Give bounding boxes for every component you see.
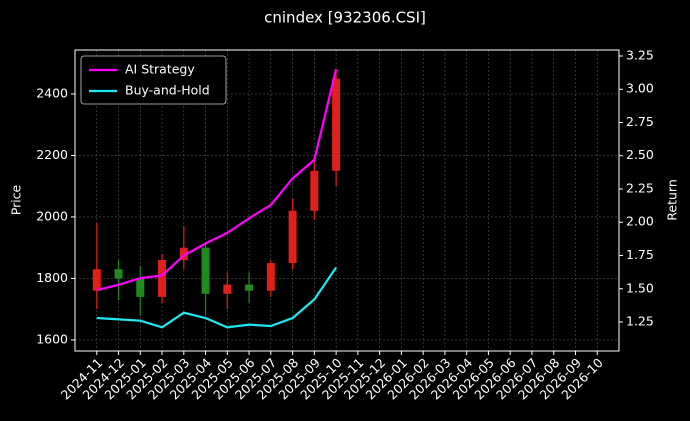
y-axis-label: Price [9, 184, 24, 215]
candle-body [179, 247, 188, 260]
candle-body [332, 78, 341, 171]
y2-tick-label: 2.50 [626, 147, 654, 162]
y2-axis-label: Return [665, 179, 680, 220]
plot-frame [74, 49, 620, 352]
legend-box [80, 55, 227, 105]
y-tick-label: 2200 [36, 147, 68, 162]
legend-label: AI Strategy [125, 62, 195, 77]
candle-body [266, 263, 275, 291]
y2-tick-label: 1.75 [626, 247, 654, 262]
candle-body [201, 247, 210, 294]
candle-body [158, 259, 167, 297]
y-tick-label: 1600 [36, 331, 68, 346]
y2-tick-label: 2.00 [626, 214, 654, 229]
return-line [96, 69, 338, 292]
candle-body [245, 284, 254, 291]
return-line [96, 266, 338, 329]
y2-tick-label: 1.25 [626, 314, 654, 329]
y2-tick-label: 2.75 [626, 114, 654, 129]
y2-tick-label: 3.00 [626, 81, 654, 96]
candle-body [223, 284, 232, 294]
y-tick-label: 2000 [36, 208, 68, 223]
candle-body [92, 269, 101, 291]
y2-tick-label: 1.50 [626, 280, 654, 295]
y2-tick-label: 2.25 [626, 180, 654, 195]
y2-tick-label: 3.25 [626, 47, 654, 62]
legend-label: Buy-and-Hold [125, 83, 210, 98]
y-tick-label: 1800 [36, 270, 68, 285]
y-tick-label: 2400 [36, 85, 68, 100]
candle-body [288, 210, 297, 264]
candle-body [114, 269, 123, 279]
chart-title: cnindex [932306.CSI] [264, 9, 426, 27]
candle-body [136, 278, 145, 297]
candle-body [310, 170, 319, 211]
